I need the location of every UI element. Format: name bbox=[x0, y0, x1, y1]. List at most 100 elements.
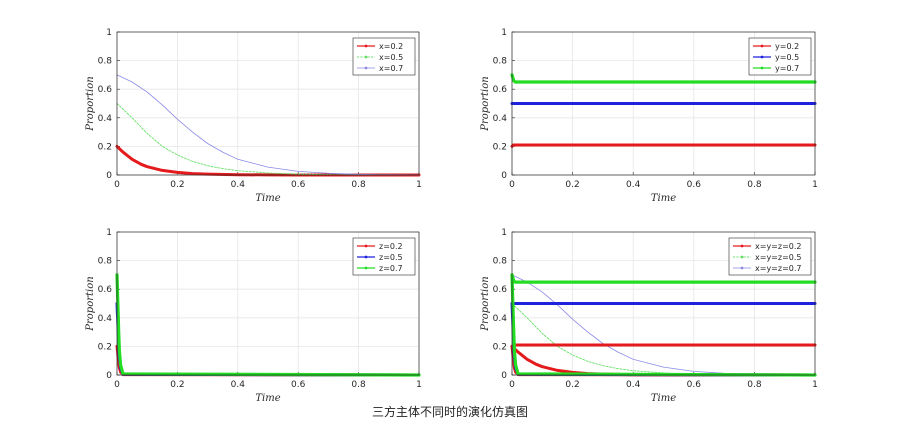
x-tick-label: 0 bbox=[114, 380, 120, 390]
y-tick-label: 0.8 bbox=[98, 57, 113, 67]
series-line-2 bbox=[116, 103, 420, 176]
axes-frame bbox=[511, 31, 816, 176]
y-tick-label: 0.2 bbox=[98, 342, 112, 352]
y-tick-label: 0 bbox=[501, 371, 507, 381]
legend-marker bbox=[364, 266, 368, 270]
legend-marker bbox=[364, 66, 368, 70]
y-tick-label: 0 bbox=[106, 371, 112, 381]
x-tick-label: 0.2 bbox=[170, 380, 184, 390]
legend-marker bbox=[760, 66, 764, 70]
y-axis-label: Proportion bbox=[85, 276, 96, 331]
x-tick-label: 1 bbox=[416, 380, 422, 390]
legend-marker bbox=[364, 255, 368, 259]
x-axis-label: Time bbox=[651, 393, 676, 404]
series-line-3 bbox=[115, 273, 421, 377]
legend-label: z=0.2 bbox=[379, 242, 403, 251]
series-line-3 bbox=[510, 73, 817, 84]
chart-panel-1: 0 0.2 0.4 0.6 0.8 1 0 0.2 0.4 0.6 0.8 1 Time Proporti… bbox=[85, 28, 422, 204]
legend-marker bbox=[740, 266, 744, 270]
y-tick-label: 0.8 bbox=[493, 257, 508, 267]
y-tick-label: 0.6 bbox=[98, 285, 113, 295]
series-line-4 bbox=[510, 343, 817, 348]
x-tick-label: 0 bbox=[509, 180, 515, 190]
axes-frame bbox=[511, 231, 816, 376]
y-tick-label: 0.2 bbox=[493, 142, 507, 152]
x-tick-label: 0.2 bbox=[565, 180, 579, 190]
y-tick-label: 0 bbox=[106, 171, 112, 181]
x-tick-label: 0.6 bbox=[291, 380, 306, 390]
x-tick-label: 0.4 bbox=[626, 180, 641, 190]
y-tick-label: 0.2 bbox=[98, 142, 112, 152]
y-tick-label: 0.6 bbox=[98, 85, 113, 95]
x-tick-label: 0.6 bbox=[687, 180, 702, 190]
y-axis-label: Proportion bbox=[480, 76, 491, 131]
x-tick-label: 0.6 bbox=[291, 180, 306, 190]
x-tick-label: 1 bbox=[812, 380, 818, 390]
y-tick-label: 1 bbox=[106, 28, 112, 38]
legend-label: y=0.7 bbox=[775, 64, 799, 73]
legend: z=0.2 z=0.5 z=0.7 bbox=[352, 237, 416, 276]
y-tick-label: 1 bbox=[501, 28, 507, 38]
x-tick-label: 0.2 bbox=[170, 180, 184, 190]
legend-marker bbox=[740, 255, 744, 259]
x-axis-label: Time bbox=[255, 393, 280, 404]
series-line-3 bbox=[116, 74, 420, 176]
x-tick-label: 0.4 bbox=[231, 180, 246, 190]
y-tick-label: 0.6 bbox=[493, 85, 508, 95]
axes-frame bbox=[116, 31, 420, 176]
legend: x=y=z=0.2 x=y=z=0.5 x=y=z=0.7 bbox=[728, 237, 812, 276]
series-line-1 bbox=[510, 143, 817, 148]
y-tick-label: 1 bbox=[106, 228, 112, 238]
x-tick-label: 0.6 bbox=[687, 380, 702, 390]
x-tick-label: 0.4 bbox=[231, 380, 246, 390]
axes-frame bbox=[116, 231, 420, 376]
legend-label: x=y=z=0.5 bbox=[755, 253, 802, 262]
x-tick-label: 1 bbox=[812, 180, 818, 190]
legend: y=0.2 y=0.5 y=0.7 bbox=[748, 37, 812, 76]
y-axis-label: Proportion bbox=[85, 76, 96, 131]
legend-marker bbox=[364, 55, 368, 59]
x-tick-label: 0.8 bbox=[747, 380, 762, 390]
legend-box bbox=[352, 37, 416, 76]
legend-marker bbox=[740, 244, 744, 248]
legend-marker bbox=[364, 244, 368, 248]
chart-panel-3: 0 0.2 0.4 0.6 0.8 1 0 0.2 0.4 0.6 0.8 1 Time Proporti… bbox=[85, 228, 422, 404]
legend-marker bbox=[760, 44, 764, 48]
x-tick-label: 0.8 bbox=[747, 180, 762, 190]
y-tick-label: 0.6 bbox=[493, 285, 508, 295]
chart-panel-4: 0 0.2 0.4 0.6 0.8 1 0 0.2 0.4 0.6 0.8 1 Time Proporti… bbox=[480, 228, 818, 404]
y-tick-label: 0.8 bbox=[493, 57, 508, 67]
x-tick-label: 0.8 bbox=[351, 380, 366, 390]
legend-label: y=0.5 bbox=[775, 53, 799, 62]
y-tick-label: 0.4 bbox=[493, 314, 508, 324]
chart-panel-2: 0 0.2 0.4 0.6 0.8 1 0 0.2 0.4 0.6 0.8 1 Time Proporti… bbox=[480, 28, 818, 204]
y-tick-label: 0.4 bbox=[98, 314, 113, 324]
legend-label: x=y=z=0.2 bbox=[755, 242, 802, 251]
legend-label: x=0.2 bbox=[379, 42, 403, 51]
x-tick-label: 1 bbox=[416, 180, 422, 190]
legend: x=0.2 x=0.5 x=0.7 bbox=[352, 37, 416, 76]
y-tick-label: 1 bbox=[501, 228, 507, 238]
y-tick-label: 0.2 bbox=[493, 342, 507, 352]
x-tick-label: 0 bbox=[509, 380, 515, 390]
y-tick-label: 0.4 bbox=[493, 114, 508, 124]
legend-label: x=0.7 bbox=[379, 64, 403, 73]
legend-label: y=0.2 bbox=[775, 42, 799, 51]
y-tick-label: 0 bbox=[501, 171, 507, 181]
legend-label: z=0.5 bbox=[379, 253, 403, 262]
legend-label: z=0.7 bbox=[379, 264, 403, 273]
series-line-9 bbox=[510, 273, 817, 377]
x-axis-label: Time bbox=[255, 193, 280, 204]
figure-caption: 三方主体不同时的演化仿真图 bbox=[371, 405, 528, 419]
legend-label: x=y=z=0.7 bbox=[755, 264, 802, 273]
x-axis-label: Time bbox=[651, 193, 676, 204]
y-tick-label: 0.8 bbox=[98, 257, 113, 267]
legend-label: x=0.5 bbox=[379, 53, 403, 62]
legend-marker bbox=[760, 55, 764, 59]
x-tick-label: 0 bbox=[114, 180, 120, 190]
y-axis-label: Proportion bbox=[480, 276, 491, 331]
y-tick-label: 0.4 bbox=[98, 114, 113, 124]
x-tick-label: 0.4 bbox=[626, 380, 641, 390]
legend-marker bbox=[364, 44, 368, 48]
